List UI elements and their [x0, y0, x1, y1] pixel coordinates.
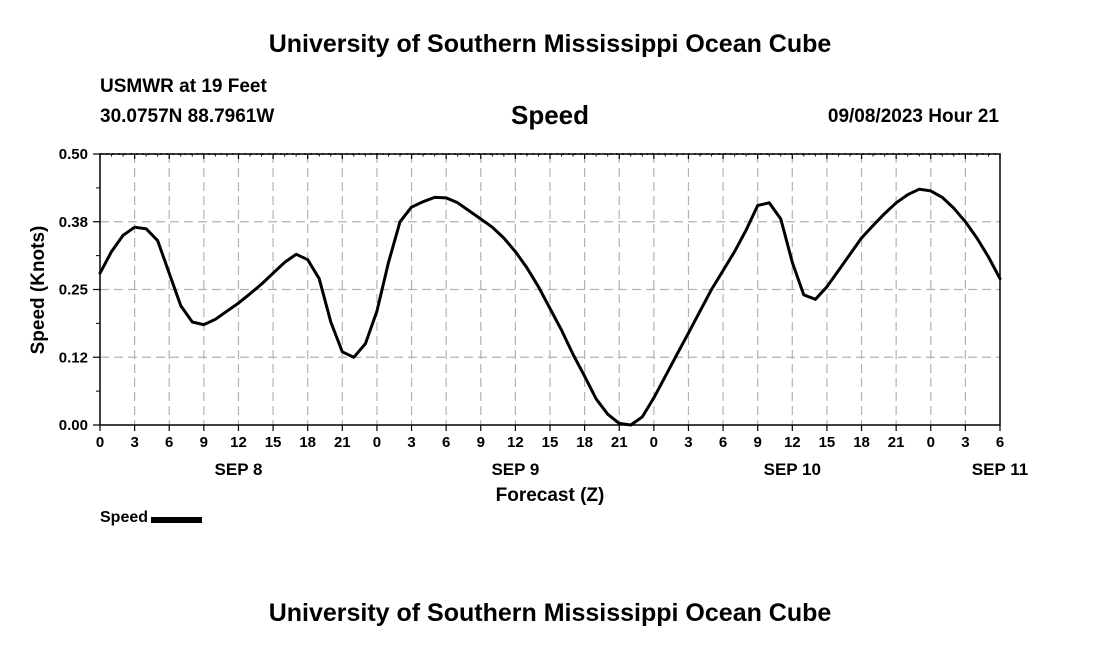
x-tick-label: 21 [611, 434, 628, 451]
x-tick-label: 18 [299, 434, 316, 451]
x-tick-label: 6 [719, 434, 727, 451]
y-tick-label: 0.00 [59, 417, 88, 434]
station-label: USMWR at 19 Feet [100, 76, 267, 97]
x-tick-label: 6 [996, 434, 1004, 451]
x-axis-label: Forecast (Z) [496, 485, 605, 506]
legend-swatch [151, 516, 203, 523]
x-tick-label: 3 [684, 434, 692, 451]
x-tick-label: 15 [265, 434, 282, 451]
x-tick-label: 9 [754, 434, 762, 451]
y-tick-label: 0.12 [59, 349, 88, 366]
forecast-timestamp: 09/08/2023 Hour 21 [827, 106, 999, 127]
x-tick-label: 12 [507, 434, 524, 451]
plot-title: Speed [510, 100, 590, 130]
date-label: SEP 11 [972, 460, 1028, 479]
y-tick-label: 0.25 [59, 282, 88, 299]
series-speed [98, 187, 1002, 427]
x-tick-label: 6 [442, 434, 450, 451]
x-tick-label: 18 [576, 434, 593, 451]
date-label: SEP 8 [215, 460, 263, 479]
grid [100, 153, 1000, 425]
x-tick-label: 18 [853, 434, 870, 451]
x-tick-label: 3 [961, 434, 969, 451]
x-tick-label: 9 [477, 434, 485, 451]
x-tick-label: 15 [542, 434, 559, 451]
coordinates-label: 30.0757N 88.7961W [100, 106, 275, 127]
date-label: SEP 10 [764, 460, 821, 479]
x-tick-label: 9 [200, 434, 208, 451]
x-tick-label: 12 [230, 434, 247, 451]
x-tick-label: 12 [784, 434, 801, 451]
x-tick-label: 6 [165, 434, 173, 451]
x-tick-label: 3 [130, 434, 138, 451]
y-axis-label: Speed (Knots) [28, 226, 49, 355]
x-tick-label: 0 [96, 434, 104, 451]
date-label: SEP 9 [491, 460, 539, 479]
series-line-speed [98, 187, 1002, 427]
x-tick-label: 0 [373, 434, 381, 451]
y-tick-label: 0.38 [59, 214, 88, 231]
legend: Speed [100, 509, 203, 527]
legend-label: Speed [100, 509, 149, 526]
chart-title: University of Southern Mississippi Ocean… [268, 30, 832, 58]
x-tick-label: 15 [819, 434, 836, 451]
axes: 0 3 6 9 12 15 18 21 0 3 6 9 12 15 18 21 0 3 6 9 12 15 18 21 0 3 6 S… [59, 146, 1028, 479]
x-tick-label: 21 [334, 434, 351, 451]
y-tick-label: 0.50 [59, 146, 88, 163]
x-tick-label: 0 [927, 434, 935, 451]
x-tick-label: 3 [407, 434, 415, 451]
footer-title: University of Southern Mississippi Ocean… [268, 599, 832, 627]
x-tick-label: 21 [888, 434, 905, 451]
x-tick-label: 0 [650, 434, 658, 451]
